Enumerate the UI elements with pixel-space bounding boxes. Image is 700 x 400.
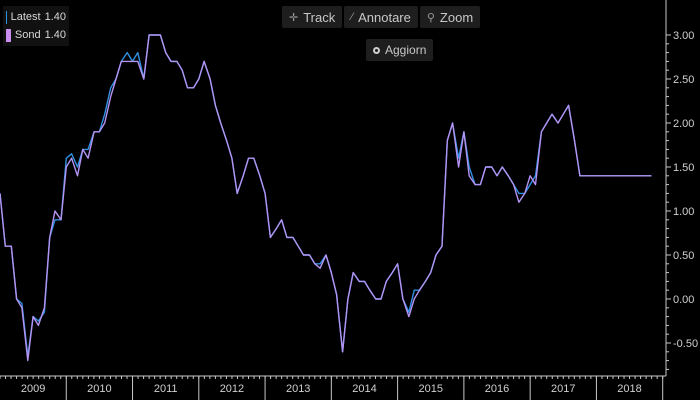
- plot-area: [0, 34, 652, 362]
- zoom-button[interactable]: ⚲ Zoom: [419, 6, 481, 28]
- chart-legend: Latest 1.40 Sond 1.40: [3, 6, 69, 46]
- annotate-button[interactable]: ⁄ Annotare: [344, 6, 418, 28]
- legend-swatch-latest: [6, 10, 7, 24]
- crosshair-icon: ✛: [289, 11, 299, 24]
- y-tick-label: 3.00: [673, 30, 694, 42]
- pencil-icon: ⁄: [351, 11, 354, 23]
- y-tick-label: 1.00: [673, 206, 694, 218]
- x-tick-label: 2009: [21, 383, 45, 395]
- y-axis: 3.00 2.50 2.00 1.50 1.00 0.50 0.00 -0.50: [665, 0, 698, 376]
- x-axis: 2009 2010 2011 2012 2013 2014 2015 2016 2017 2018: [0, 375, 666, 400]
- y-tick-label: 2.00: [673, 118, 694, 130]
- zoom-label: Zoom: [439, 9, 474, 25]
- x-tick-label: 2018: [617, 383, 641, 395]
- x-tick-label: 2012: [220, 383, 244, 395]
- magnifier-icon: ⚲: [426, 11, 435, 24]
- annotate-label: Annotare: [358, 9, 411, 25]
- y-tick-label: 1.50: [673, 162, 694, 174]
- x-tick-label: 2010: [87, 383, 111, 395]
- legend-swatch-sond: [6, 28, 11, 42]
- refresh-button[interactable]: Aggiorn: [366, 39, 434, 61]
- chart-toolbar: ✛ Track ⁄ Annotare ⚲ Zoom: [282, 6, 481, 28]
- series-line-sond: [0, 34, 652, 362]
- x-tick-label: 2015: [419, 383, 443, 395]
- x-tick-label: 2017: [551, 383, 575, 395]
- series-line-latest: [0, 34, 652, 357]
- x-tick-label: 2011: [154, 383, 178, 395]
- x-tick-label: 2016: [485, 383, 509, 395]
- y-tick-label: -0.50: [673, 338, 698, 350]
- legend-item-sond[interactable]: Sond 1.40: [6, 26, 66, 44]
- legend-label-latest: Latest: [10, 11, 41, 23]
- legend-value-latest: 1.40: [44, 11, 66, 23]
- track-button[interactable]: ✛ Track: [282, 6, 343, 28]
- refresh-icon: [373, 46, 380, 54]
- y-tick-label: 0.00: [673, 294, 694, 306]
- x-tick-label: 2013: [286, 383, 310, 395]
- legend-item-latest[interactable]: Latest 1.40: [6, 8, 66, 26]
- track-label: Track: [303, 9, 336, 25]
- y-tick-label: 0.50: [673, 250, 694, 262]
- x-tick-label: 2014: [352, 383, 376, 395]
- y-tick-label: 2.50: [673, 74, 694, 86]
- legend-label-sond: Sond: [14, 29, 41, 41]
- legend-value-sond: 1.40: [44, 29, 66, 41]
- refresh-label: Aggiorn: [385, 43, 427, 57]
